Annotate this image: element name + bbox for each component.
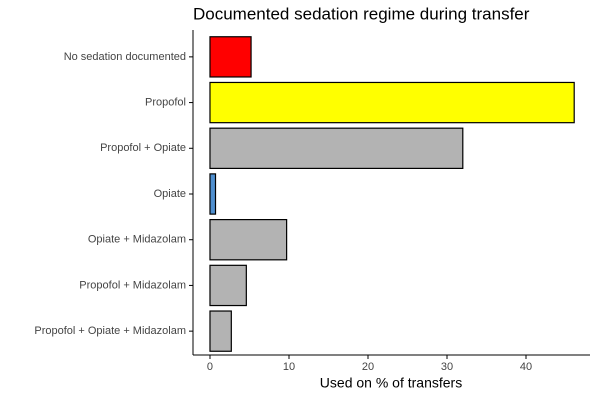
y-tick-label: Propofol [145, 96, 186, 108]
chart-title: Documented sedation regime during transf… [193, 4, 530, 23]
x-tick-label: 0 [207, 361, 213, 373]
bar [209, 36, 252, 78]
x-tick-label: 30 [441, 361, 453, 373]
bar [209, 264, 247, 307]
bar [209, 310, 232, 352]
bar [209, 127, 464, 170]
y-tick-label: Propofol + Midazolam [79, 279, 186, 291]
y-tick-label: Propofol + Opiate [100, 142, 186, 154]
y-tick-label: Propofol + Opiate + Midazolam [34, 325, 186, 337]
x-tick-label: 20 [362, 361, 374, 373]
x-axis-label: Used on % of transfers [320, 375, 462, 391]
y-tick-label: Opiate + Midazolam [88, 234, 186, 246]
x-tick-label: 40 [520, 361, 532, 373]
y-tick-label: No sedation documented [64, 51, 186, 63]
bar [209, 81, 575, 124]
y-tick-label: Opiate [154, 188, 186, 200]
x-tick-label: 10 [283, 361, 295, 373]
bar [209, 173, 217, 215]
bar [209, 219, 288, 261]
